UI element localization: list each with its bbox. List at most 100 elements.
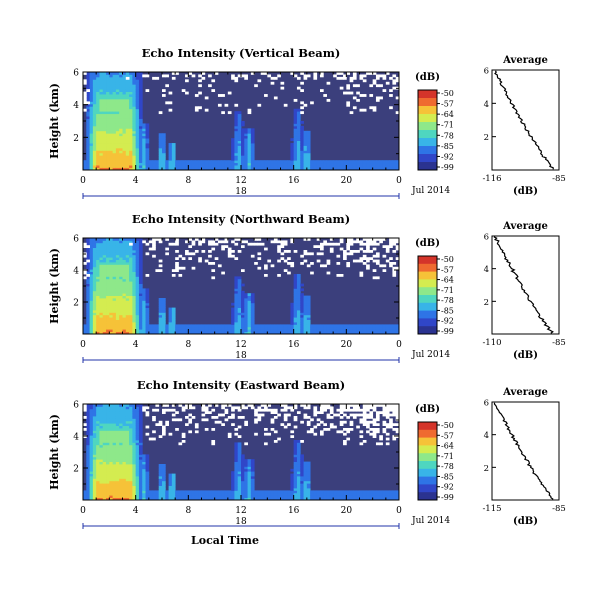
- heatmap-cell: [109, 454, 114, 458]
- heatmap-cell: [99, 162, 104, 166]
- heatmap-cell: [343, 167, 347, 171]
- heatmap-cell: [346, 490, 351, 494]
- heatmap-cell: [237, 143, 242, 146]
- heatmap-cell: [162, 165, 166, 168]
- date-axis: 18 Jul 2014: [82, 186, 450, 199]
- heatmap-cell: [293, 492, 298, 496]
- heatmap-cell: [152, 329, 156, 332]
- heatmap-cell: [231, 160, 235, 164]
- heatmap-cell: [115, 293, 120, 296]
- missing-data-cell: [237, 250, 242, 253]
- missing-data-cell: [339, 72, 344, 75]
- heatmap-cell: [129, 252, 133, 256]
- heatmap-cell: [352, 162, 357, 166]
- heatmap-cell: [138, 331, 143, 335]
- colorbar-swatch: [418, 92, 437, 95]
- missing-data-cell: [211, 240, 216, 244]
- heatmap-cell: [99, 96, 104, 100]
- heatmap-cell: [132, 300, 137, 304]
- heatmap-cell: [158, 157, 163, 161]
- heatmap-cell: [343, 162, 347, 166]
- heatmap-cell: [109, 74, 114, 78]
- heatmap-cell: [112, 89, 117, 92]
- heatmap-cell: [129, 162, 133, 166]
- missing-data-cell: [359, 430, 364, 434]
- missing-data-cell: [323, 406, 327, 410]
- heatmap-cell: [273, 329, 278, 332]
- heatmap-cell: [99, 312, 104, 316]
- missing-data-cell: [352, 106, 357, 110]
- heatmap-cell: [171, 497, 176, 501]
- missing-data-cell: [323, 408, 327, 412]
- heatmap-cell: [102, 76, 107, 80]
- heatmap-cell: [125, 160, 130, 164]
- heatmap-cell: [112, 138, 117, 141]
- heatmap-cell: [86, 329, 90, 332]
- colorbar-swatch: [418, 331, 437, 334]
- heatmap-cell: [119, 326, 123, 330]
- heatmap-cell: [138, 425, 143, 429]
- missing-data-cell: [349, 111, 354, 115]
- heatmap-cell: [132, 406, 137, 410]
- heatmap-cell: [135, 252, 140, 256]
- heatmap-cell: [102, 74, 107, 78]
- heatmap-cell: [260, 326, 265, 330]
- heatmap-cell: [241, 143, 245, 146]
- heatmap-cell: [303, 145, 308, 149]
- heatmap-cell: [234, 286, 239, 289]
- heatmap-cell: [138, 128, 143, 132]
- colorbar-swatch: [418, 144, 437, 147]
- missing-data-cell: [214, 242, 219, 246]
- colorbar-swatch: [418, 108, 437, 111]
- heatmap-cell: [125, 283, 130, 287]
- heatmap-cell: [109, 497, 114, 501]
- heatmap-cell: [135, 145, 140, 149]
- heatmap-cell: [247, 324, 252, 328]
- missing-data-cell: [352, 72, 357, 75]
- heatmap-cell: [119, 123, 123, 127]
- heatmap-cell: [171, 167, 176, 171]
- missing-data-cell: [313, 432, 318, 436]
- heatmap-cell: [352, 326, 357, 330]
- heatmap-cell: [138, 314, 143, 318]
- heatmap-cell: [254, 326, 258, 330]
- heatmap-cell: [135, 480, 140, 484]
- heatmap-cell: [145, 478, 150, 482]
- heatmap-cell: [115, 286, 120, 289]
- heatmap-cell: [109, 428, 114, 431]
- heatmap-cell: [303, 483, 308, 486]
- heatmap-cell: [158, 324, 163, 328]
- heatmap-cell: [102, 324, 107, 328]
- colorbar-swatch: [418, 118, 437, 120]
- heatmap-cell: [329, 492, 334, 496]
- heatmap-cell: [293, 319, 298, 323]
- heatmap-cell: [135, 476, 140, 479]
- heatmap-cell: [115, 147, 120, 151]
- heatmap-cell: [109, 167, 114, 171]
- heatmap-cell: [138, 300, 143, 304]
- heatmap-cell: [145, 143, 150, 146]
- heatmap-cell: [392, 324, 397, 328]
- missing-data-cell: [389, 94, 393, 97]
- colorbar-swatch: [418, 103, 437, 106]
- heatmap-cell: [102, 295, 107, 299]
- heatmap-cell: [138, 157, 143, 161]
- heatmap-cell: [92, 329, 97, 332]
- heatmap-cell: [264, 160, 268, 164]
- heatmap-cell: [119, 276, 123, 280]
- missing-data-cell: [362, 408, 367, 412]
- heatmap-cell: [382, 492, 387, 496]
- missing-data-cell: [303, 250, 308, 253]
- missing-data-cell: [323, 242, 327, 246]
- heatmap-cell: [125, 252, 130, 256]
- heatmap-cell: [135, 247, 140, 251]
- missing-data-cell: [395, 79, 400, 83]
- missing-data-cell: [214, 404, 219, 407]
- heatmap-cell: [201, 329, 206, 332]
- heatmap-cell: [112, 128, 117, 132]
- missing-data-cell: [375, 254, 380, 258]
- heatmap-cell: [145, 302, 150, 306]
- heatmap-cell: [290, 319, 295, 323]
- colorbar-swatch: [418, 163, 437, 166]
- heatmap-cell: [375, 329, 380, 332]
